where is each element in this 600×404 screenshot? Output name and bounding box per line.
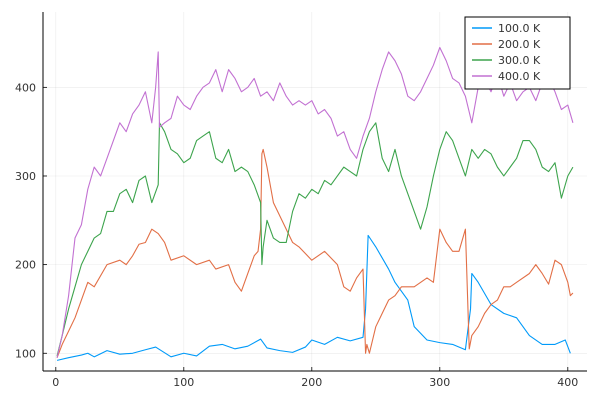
x-tick-label: 100: [173, 376, 194, 389]
legend-label: 200.0 K: [498, 38, 541, 51]
y-tick-label: 200: [15, 259, 36, 272]
series-line-4: [56, 46, 574, 358]
x-tick-label: 300: [429, 376, 450, 389]
series-line-3: [56, 122, 574, 357]
y-tick-label: 400: [15, 81, 36, 94]
legend-label: 100.0 K: [498, 22, 541, 35]
x-tick-label: 0: [52, 376, 59, 389]
legend-label: 400.0 K: [498, 70, 541, 83]
series-line-2: [56, 148, 574, 358]
x-tick-label: 200: [301, 376, 322, 389]
y-tick-label: 100: [15, 347, 36, 360]
series-line-1: [56, 234, 571, 361]
legend-box: [464, 16, 571, 90]
legend-label: 300.0 K: [498, 54, 541, 67]
series-layer: [56, 46, 574, 361]
y-tick-label: 300: [15, 170, 36, 183]
legend: 100.0 K 200.0 K 300.0 K 400.0 K: [464, 16, 571, 90]
x-tick-label: 400: [557, 376, 578, 389]
axes-layer: 0 100 200 300 400 100 200 300 400: [15, 12, 587, 389]
